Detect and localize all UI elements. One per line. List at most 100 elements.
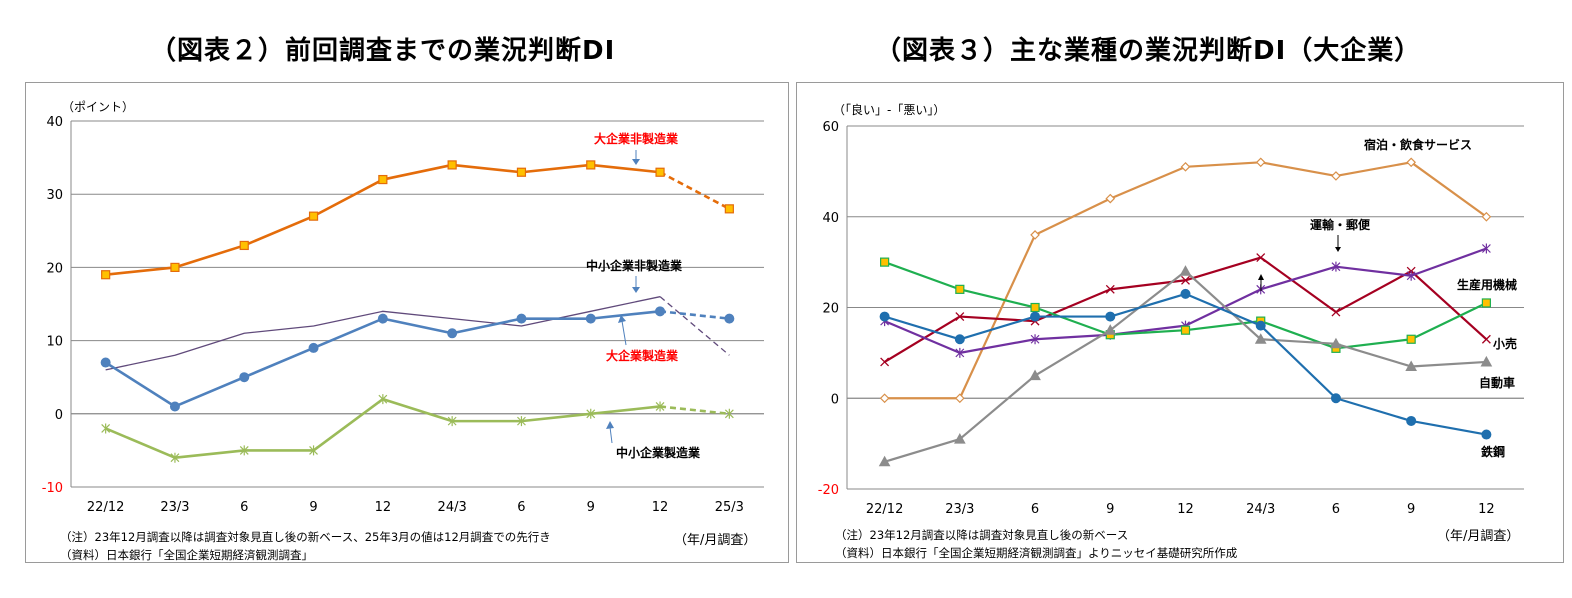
x-tick-label: 9	[1106, 502, 1114, 517]
data-point	[1180, 288, 1191, 299]
label-arrowhead	[1258, 274, 1264, 280]
data-point	[101, 270, 111, 280]
chart1-panel: -10 0 10 20 30 40 22/12 23/3 6 9 12 24/3 6 9 12 25/3 （ポイ…	[25, 82, 789, 563]
series-5	[879, 288, 1492, 440]
data-point	[1104, 324, 1117, 335]
data-point	[586, 160, 596, 170]
x-tick-label: 6	[517, 500, 525, 515]
data-point	[955, 284, 965, 294]
chart2-unit-label: （年/月調査）	[1437, 529, 1520, 544]
data-point	[655, 167, 665, 177]
y-tick-label: 30	[46, 188, 63, 203]
series-label: 大企業製造業	[606, 348, 679, 363]
chart2-source: （資料）日本銀行「全国企業短期経済観測調査」よりニッセイ基礎研究所作成	[835, 546, 1238, 560]
data-point	[724, 204, 734, 214]
data-point	[1481, 429, 1492, 440]
data-point	[955, 312, 965, 322]
data-point	[1179, 265, 1192, 276]
data-point	[1406, 270, 1416, 281]
forecast-line	[659, 171, 730, 210]
data-point	[1256, 253, 1266, 263]
data-point	[1030, 334, 1040, 345]
data-point	[954, 334, 965, 345]
data-point	[955, 347, 965, 358]
data-point	[1105, 193, 1116, 204]
data-point	[378, 174, 388, 185]
x-tick-label: 9	[1407, 502, 1415, 517]
x-tick-label: 24/3	[438, 500, 467, 515]
series-label: 自動車	[1479, 375, 1515, 390]
x-tick-label: 12	[652, 500, 669, 515]
y-tick-label: 0	[831, 392, 839, 407]
data-point	[516, 313, 527, 324]
series-1	[105, 296, 730, 371]
series-label: 小売	[1493, 336, 1517, 351]
data-point	[101, 423, 111, 434]
data-point	[880, 357, 890, 367]
series-line	[105, 397, 661, 460]
y-tick-label: 10	[46, 335, 63, 350]
x-tick-label: 12	[1177, 502, 1194, 517]
data-point	[586, 408, 596, 419]
forecast-line	[659, 296, 730, 356]
y-tick-label: -10	[42, 481, 63, 496]
data-point	[1181, 275, 1190, 285]
x-tick-label: 12	[1478, 502, 1495, 517]
data-point	[1331, 307, 1341, 317]
data-point	[1331, 171, 1341, 181]
x-tick-label: 24/3	[1246, 502, 1275, 517]
label-arrowhead	[632, 287, 640, 293]
data-point	[1481, 211, 1492, 222]
series-line	[104, 310, 661, 408]
data-point	[655, 306, 666, 317]
series-1	[880, 253, 1491, 367]
series-label: 中小企業非製造業	[586, 258, 683, 273]
data-point	[1481, 334, 1491, 344]
y-tick-label: 0	[55, 408, 63, 423]
y-tick-label: 60	[822, 120, 839, 135]
figure1-title: （図表２）前回調査までの業況判断DI	[150, 36, 616, 66]
data-point	[1255, 157, 1266, 168]
x-tick-label: 23/3	[945, 502, 974, 517]
data-point	[170, 262, 180, 272]
data-point	[954, 393, 965, 404]
y-tick-label: 20	[46, 261, 63, 276]
data-point	[1180, 161, 1191, 172]
data-point	[1406, 334, 1416, 344]
series-label: 鉄鋼	[1481, 444, 1505, 459]
data-point	[239, 445, 249, 456]
data-point	[1330, 393, 1341, 404]
chart2-note: （注）23年12月調査以降は調査対象見直し後の新ベース	[835, 528, 1129, 542]
data-point	[517, 416, 526, 427]
data-point	[1030, 302, 1040, 313]
data-point	[953, 433, 966, 444]
series-label: 中小企業製造業	[616, 445, 701, 460]
series-label: 生産用機械	[1457, 277, 1517, 292]
data-point	[170, 452, 180, 463]
chart1-unit-label: （年/月調査）	[674, 533, 757, 548]
x-tick-label: 6	[240, 500, 248, 515]
data-point	[1029, 369, 1041, 381]
x-tick-label: 23/3	[160, 500, 189, 515]
data-point	[585, 313, 596, 324]
data-point	[308, 342, 319, 353]
data-point	[1481, 298, 1491, 308]
data-point	[1331, 261, 1341, 272]
data-point	[1330, 337, 1342, 349]
data-point	[169, 401, 180, 412]
forecast-line	[659, 405, 730, 416]
y-axis-label: （ポイント）	[62, 100, 134, 114]
series-3	[880, 257, 1491, 353]
data-point	[1406, 415, 1417, 426]
y-tick-label: 40	[822, 211, 839, 226]
chart1-note: （注）23年12月調査以降は調査対象見直し後の新ベース、25年3月の値は12月調…	[60, 530, 551, 544]
series-line	[105, 296, 661, 371]
data-point	[655, 401, 665, 412]
series-label: 大企業非製造業	[594, 131, 679, 146]
x-tick-label: 9	[309, 500, 317, 515]
y-axis-label: （「良い」-「悪い」）	[833, 102, 945, 117]
data-point	[878, 455, 891, 467]
data-point	[1405, 360, 1418, 371]
x-tick-label: 6	[1031, 502, 1039, 517]
chart2-panel: -20 0 20 40 60 22/12 23/3 6 9 12 24/3 6 9 12 （「良い」-「悪い…	[796, 82, 1564, 563]
